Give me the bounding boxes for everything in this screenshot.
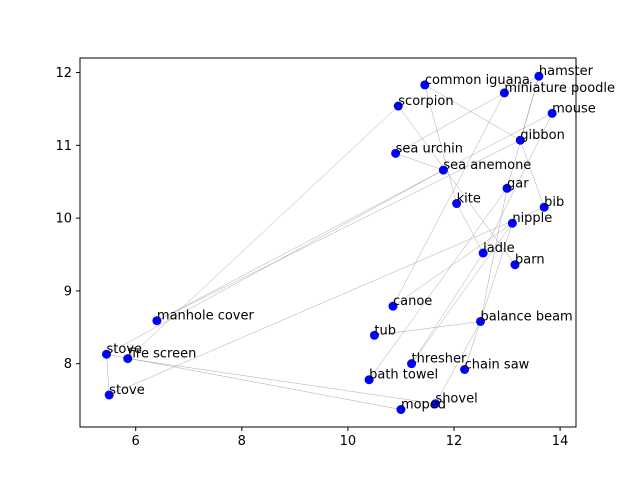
point-label: barn bbox=[515, 253, 545, 268]
edge-line bbox=[106, 353, 401, 410]
data-point bbox=[438, 165, 448, 175]
data-point bbox=[478, 248, 488, 258]
edge-line bbox=[482, 113, 553, 254]
point-label: gar bbox=[507, 176, 529, 191]
edge-line bbox=[109, 206, 545, 396]
data-point bbox=[152, 316, 162, 326]
y-tick-label: 12 bbox=[55, 66, 72, 81]
edge-layer bbox=[106, 75, 553, 410]
point-label: chain saw bbox=[465, 358, 530, 373]
y-axis: 8 9 10 11 12 bbox=[55, 66, 80, 372]
data-point bbox=[507, 218, 517, 228]
point-label: hamster bbox=[539, 64, 594, 79]
edge-line bbox=[395, 92, 505, 154]
edge-line bbox=[411, 252, 484, 364]
data-point bbox=[420, 80, 430, 90]
edge-line bbox=[435, 321, 481, 404]
point-label: stove bbox=[107, 342, 143, 357]
edge-line bbox=[374, 321, 481, 336]
edge-line bbox=[443, 113, 553, 171]
data-point bbox=[102, 349, 112, 359]
point-label: canoe bbox=[393, 294, 432, 309]
point-label: manhole cover bbox=[157, 309, 255, 324]
data-point bbox=[104, 390, 114, 400]
point-label: ladle bbox=[483, 241, 514, 256]
x-tick-label: 10 bbox=[340, 434, 357, 449]
data-point bbox=[547, 108, 557, 118]
point-label: bath towel bbox=[369, 368, 438, 383]
data-point bbox=[369, 330, 379, 340]
data-point bbox=[460, 365, 470, 375]
edge-line bbox=[411, 223, 513, 364]
data-point bbox=[430, 399, 440, 409]
edge-line bbox=[106, 169, 444, 355]
data-point bbox=[515, 135, 525, 145]
point-label: scorpion bbox=[398, 94, 453, 109]
edge-line bbox=[424, 84, 521, 141]
x-axis: 6 8 10 12 14 bbox=[132, 427, 569, 449]
edge-line bbox=[127, 105, 399, 359]
point-label: balance beam bbox=[481, 309, 573, 324]
point-label: kite bbox=[457, 192, 481, 207]
x-tick-label: 6 bbox=[132, 434, 140, 449]
point-label: shovel bbox=[435, 392, 477, 407]
point-label: sea anemone bbox=[443, 158, 531, 173]
edge-line bbox=[520, 140, 545, 208]
edge-line bbox=[392, 92, 505, 307]
point-label: fire screen bbox=[128, 347, 197, 362]
edge-line bbox=[464, 223, 513, 370]
data-point bbox=[539, 202, 549, 212]
y-tick-label: 9 bbox=[64, 284, 72, 299]
data-point bbox=[534, 71, 544, 81]
data-point bbox=[510, 260, 520, 270]
data-point bbox=[123, 354, 133, 364]
point-layer bbox=[102, 71, 557, 415]
point-label: moped bbox=[401, 398, 446, 413]
edge-line bbox=[504, 75, 539, 94]
data-point bbox=[476, 316, 486, 326]
edge-line bbox=[106, 354, 110, 395]
y-tick-label: 8 bbox=[64, 357, 72, 372]
edge-line bbox=[392, 223, 513, 307]
point-label: thresher bbox=[412, 352, 467, 367]
data-point bbox=[388, 301, 398, 311]
point-label: gibbon bbox=[520, 128, 565, 143]
point-label: tub bbox=[374, 323, 396, 338]
point-label: common iguana bbox=[425, 73, 530, 88]
point-label: nipple bbox=[512, 211, 552, 226]
data-point bbox=[391, 148, 401, 158]
edge-line bbox=[480, 188, 508, 322]
edge-line bbox=[156, 140, 521, 321]
point-label: mouse bbox=[552, 101, 596, 116]
data-point bbox=[364, 375, 374, 385]
edge-line bbox=[398, 105, 516, 265]
y-tick-label: 10 bbox=[55, 212, 72, 227]
edge-line bbox=[506, 76, 540, 189]
edge-line bbox=[424, 84, 457, 204]
data-point bbox=[396, 405, 406, 415]
edge-line bbox=[456, 203, 484, 254]
edge-line bbox=[368, 188, 508, 380]
data-point bbox=[502, 183, 512, 193]
y-tick-label: 11 bbox=[55, 139, 72, 154]
data-point bbox=[452, 199, 462, 209]
edge-line bbox=[395, 153, 444, 171]
point-label: miniature poodle bbox=[504, 81, 615, 96]
x-tick-label: 14 bbox=[552, 434, 569, 449]
data-point bbox=[393, 101, 403, 111]
point-label: bib bbox=[544, 195, 564, 210]
x-tick-label: 8 bbox=[238, 434, 246, 449]
edge-line bbox=[156, 169, 444, 321]
data-point bbox=[407, 359, 417, 369]
point-label: stove bbox=[109, 383, 145, 398]
plot-frame bbox=[79, 57, 577, 428]
edge-line bbox=[127, 358, 436, 404]
data-point bbox=[499, 88, 509, 98]
x-tick-label: 12 bbox=[446, 434, 463, 449]
point-label: sea urchin bbox=[396, 141, 463, 156]
